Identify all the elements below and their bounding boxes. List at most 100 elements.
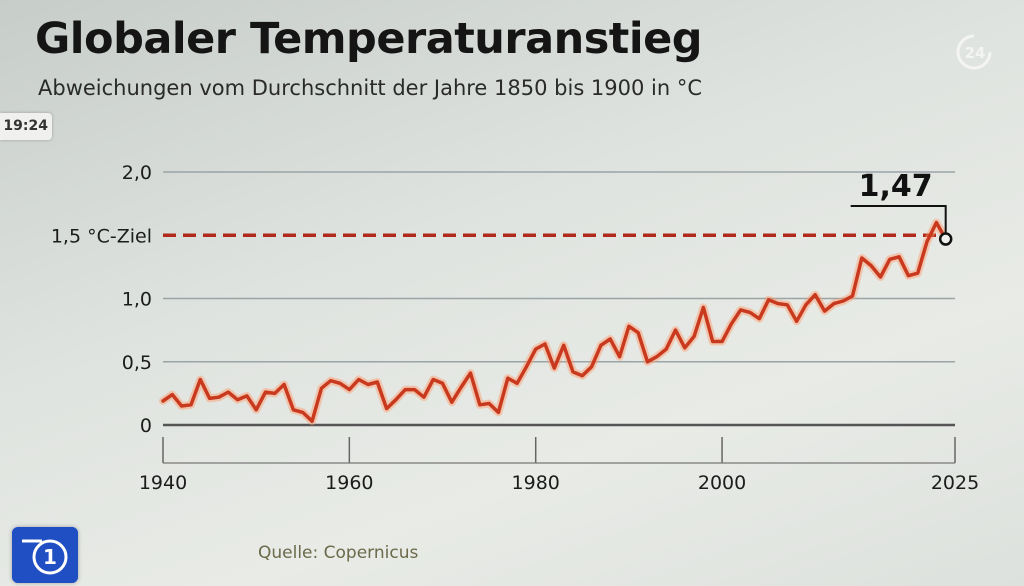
data-point [515,382,519,385]
y-tick-label: 1,5 °C-Ziel [51,225,152,247]
data-point [851,294,854,298]
data-point [264,390,267,394]
data-point [646,360,649,363]
data-point [245,394,249,398]
data-point [897,255,901,258]
data-point [413,388,416,391]
data-point [879,275,882,279]
data-point [786,303,789,306]
data-point [255,408,258,411]
data-point [478,403,481,406]
data-point [534,347,537,351]
data-point [776,302,780,305]
source-note: Quelle: Copernicus [258,543,419,563]
y-tick-label: 2,0 [122,162,152,184]
data-point [637,331,640,334]
data-point [599,344,603,347]
data-point [487,402,491,405]
data-point [730,322,733,325]
tagesschau24-logo-icon: 24 [956,34,992,70]
data-point [357,378,360,381]
x-tick-label: 1960 [325,472,373,494]
data-point [814,293,817,296]
data-point [655,355,658,358]
data-point [571,370,575,374]
x-tick-label: 2000 [698,472,746,494]
data-point [823,309,826,313]
data-point [916,272,919,275]
series-line-glow [159,218,950,426]
data-point [935,221,938,224]
data-point [189,403,193,406]
data-point [292,408,295,411]
data-point [702,306,705,309]
label-layer: 0 0,5 1,0 1,5 °C-Ziel 2,0 1940 1960 1980 2000 202… [51,162,979,494]
data-point [609,337,612,341]
channel-badge-text: 24 [965,44,986,62]
y-tick-label: 1,0 [122,289,152,311]
data-point [376,380,379,384]
data-point [869,264,873,267]
data-point [236,398,239,401]
data-point [692,335,696,338]
data-point [581,374,584,377]
data-point [460,385,463,389]
clock-badge: 19:24 [0,113,52,140]
data-point [925,240,929,243]
data-point [525,365,528,368]
data-point [711,340,714,343]
data-point [385,407,388,410]
data-point [674,328,677,332]
data-point [767,298,770,301]
data-point [227,390,230,394]
annotation-marker [938,232,953,246]
data-point [348,388,351,391]
y-tick-label: 0,5 [122,352,152,374]
data-point [338,382,342,385]
data-point [180,404,183,408]
data-point [217,396,221,399]
svg-text:1: 1 [43,545,57,569]
data-point [804,303,808,306]
grid-layer [163,171,955,427]
axis-layer [162,437,956,464]
data-point [590,365,593,368]
data-point [497,411,500,414]
data-point [282,383,286,386]
annotation-value-label: 1,47 [859,169,933,204]
data-point [422,396,426,399]
data-point [320,387,323,390]
data-point [208,397,211,400]
data-point [469,371,472,375]
data-point [404,388,407,391]
data-point [748,311,752,314]
data-point [366,383,370,386]
annotation-layer: 1,47 [850,169,953,246]
data-point [665,347,668,351]
x-tick-label: 2025 [931,472,979,494]
data-point [310,420,314,423]
annotation-leader-line [850,205,947,234]
data-point [506,377,509,380]
data-point [842,299,845,303]
data-point [171,393,174,396]
data-point [562,344,565,347]
data-point [832,302,836,305]
data-point [441,382,444,385]
data-point [394,398,398,401]
data-point [450,401,453,404]
data-point [795,320,798,323]
data-point [860,256,863,260]
data-point [543,342,547,346]
x-tick-label: 1980 [512,472,560,494]
y-tick-label: 0 [140,415,152,437]
ard-logo-icon: 1 [12,527,78,583]
data-point [720,340,724,343]
data-point [683,346,686,349]
data-point [329,379,332,382]
chart-subtitle: Abweichungen vom Durchschnitt der Jahre … [38,76,703,100]
x-tick-label: 1940 [139,472,187,494]
series-layer [159,218,950,426]
